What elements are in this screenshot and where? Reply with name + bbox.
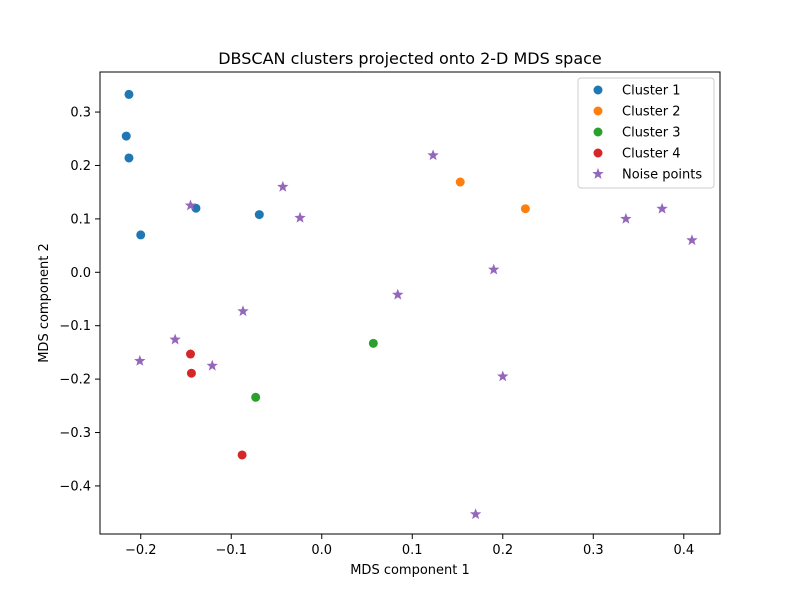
data-point bbox=[469, 508, 482, 520]
y-axis-label: MDS component 2 bbox=[37, 243, 52, 363]
data-point bbox=[206, 359, 218, 371]
legend-label: Cluster 2 bbox=[622, 105, 681, 120]
data-point bbox=[656, 202, 668, 214]
y-tick-label: 0.1 bbox=[70, 212, 91, 227]
data-point bbox=[136, 230, 146, 240]
legend-marker bbox=[592, 168, 604, 179]
x-axis-label: MDS component 1 bbox=[350, 563, 470, 578]
data-point bbox=[254, 210, 264, 220]
x-tick-label: 0.1 bbox=[402, 543, 423, 558]
data-point bbox=[186, 368, 196, 378]
legend-marker bbox=[593, 127, 603, 137]
data-point bbox=[191, 203, 201, 213]
data-points bbox=[121, 89, 698, 520]
legend: Cluster 1 Cluster 2 Cluster 3 Cluster 4 Nois… bbox=[577, 77, 715, 189]
data-point bbox=[186, 349, 196, 359]
legend-marker bbox=[593, 106, 603, 116]
chart-title: DBSCAN clusters projected onto 2-D MDS s… bbox=[218, 49, 602, 68]
data-point bbox=[237, 305, 249, 317]
y-tick-label: 0.0 bbox=[70, 266, 91, 281]
y-tick-label: −0.1 bbox=[59, 319, 91, 334]
data-point bbox=[488, 263, 500, 275]
legend-marker bbox=[593, 148, 603, 158]
data-point bbox=[277, 180, 289, 192]
data-point bbox=[294, 211, 306, 223]
data-point bbox=[392, 288, 404, 300]
legend-label: Noise points bbox=[622, 168, 702, 183]
y-tick-label: −0.4 bbox=[59, 479, 91, 494]
data-point bbox=[368, 338, 378, 348]
data-point bbox=[124, 89, 134, 99]
legend-label: Cluster 3 bbox=[622, 126, 681, 141]
data-point bbox=[169, 333, 181, 345]
y-tick-label: 0.2 bbox=[70, 159, 91, 174]
data-point bbox=[520, 204, 530, 214]
x-tick-label: 0.0 bbox=[311, 543, 332, 558]
data-point bbox=[184, 199, 197, 211]
data-point bbox=[237, 450, 247, 460]
x-axis-ticks: −0.2 −0.1 0.0 0.1 0.2 0.3 0.4 bbox=[125, 534, 694, 558]
legend-box bbox=[577, 77, 715, 189]
y-tick-label: −0.2 bbox=[59, 373, 91, 388]
data-point bbox=[497, 370, 509, 382]
data-point bbox=[124, 153, 134, 163]
y-tick-label: 0.3 bbox=[70, 106, 91, 121]
x-tick-label: 0.2 bbox=[492, 543, 513, 558]
x-tick-label: 0.3 bbox=[583, 543, 604, 558]
x-tick-label: −0.2 bbox=[125, 543, 157, 558]
data-point bbox=[620, 212, 632, 224]
data-point bbox=[455, 177, 465, 187]
data-point bbox=[686, 234, 698, 246]
data-point bbox=[251, 392, 261, 402]
y-axis-ticks: −0.4 −0.3 −0.2 −0.1 0.0 0.1 0.2 0.3 bbox=[59, 106, 100, 494]
y-tick-label: −0.3 bbox=[59, 426, 91, 441]
data-point bbox=[121, 131, 131, 141]
legend-label: Cluster 4 bbox=[622, 147, 681, 162]
data-point bbox=[134, 354, 146, 366]
legend-label: Cluster 1 bbox=[622, 84, 681, 99]
data-point bbox=[427, 149, 439, 161]
legend-marker bbox=[593, 85, 603, 95]
x-tick-label: −0.1 bbox=[215, 543, 247, 558]
plot-frame bbox=[99, 71, 721, 535]
x-tick-label: 0.4 bbox=[673, 543, 694, 558]
